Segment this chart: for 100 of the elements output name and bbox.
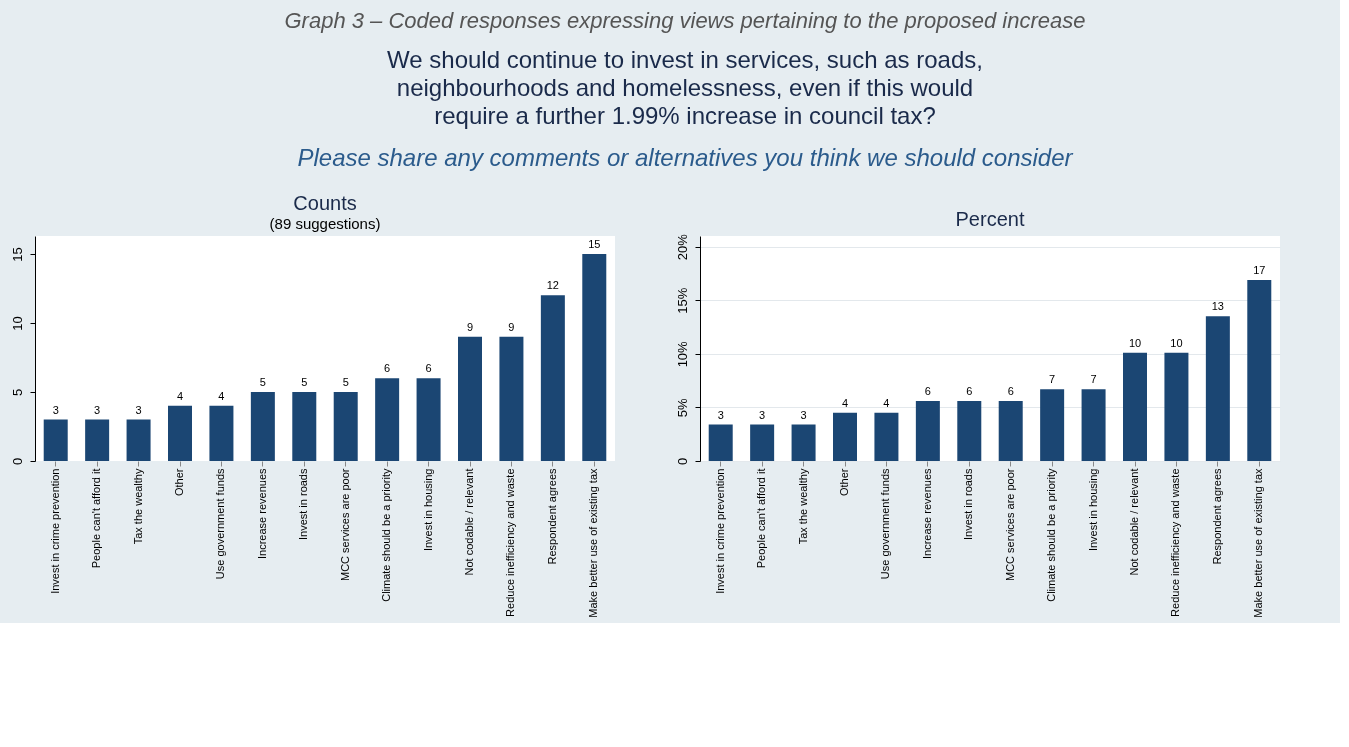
x-tick-label: Reduce inefficiency and waste (1169, 468, 1182, 617)
bar (43, 419, 68, 461)
x-tick-label: Make better use of existing tax (587, 468, 600, 618)
x-tick-label: MCC services are poor (338, 468, 351, 581)
bar (1081, 389, 1106, 461)
data-label: 3 (759, 408, 766, 421)
x-tick-label: Climate should be a priority (380, 468, 393, 602)
x-tick-label: Not codable / relevant (463, 468, 475, 576)
x-tick-label: Increase revenues (255, 468, 268, 559)
x-tick-label: Use government funds (879, 468, 892, 580)
bar (458, 336, 482, 461)
bar (250, 391, 275, 461)
bar (540, 295, 565, 461)
text: Please share any comments or alternatives you think we should consider (297, 144, 1074, 171)
bar (292, 391, 317, 461)
bar (375, 378, 400, 461)
data-label: 5 (301, 375, 308, 388)
chart-subtitle: (89 suggestions) (269, 215, 381, 232)
x-tick-label: Not codable / relevant (1128, 468, 1140, 576)
x-tick-label: Invest in housing (421, 468, 434, 552)
y-tick-label: 15% (674, 287, 690, 314)
caption: Graph 3 – Coded responses expressing views pertaining to the proposed increase (284, 8, 1086, 33)
text: require a further 1.99% increase in council tax? (434, 102, 936, 129)
x-tick-label: Other (838, 468, 850, 497)
text: We should continue to invest in services, such as roads, (387, 46, 983, 73)
data-label: 4 (176, 389, 184, 402)
bar (582, 253, 607, 461)
data-label: 7 (1049, 373, 1056, 386)
data-label: 5 (259, 375, 266, 388)
y-tick-label: 0 (674, 457, 690, 466)
data-label: 7 (1090, 373, 1097, 386)
data-label: 10 (1170, 336, 1183, 349)
x-tick-label: Respondent agrees (545, 468, 558, 565)
bar (791, 424, 816, 461)
data-label: 3 (52, 403, 59, 416)
data-label: 12 (546, 279, 559, 292)
x-tick-label: Use government funds (214, 468, 227, 580)
data-label: 3 (135, 403, 142, 416)
x-tick-label: People can't afford it (90, 468, 103, 569)
bar (708, 424, 733, 461)
data-label: 5 (342, 375, 349, 388)
bar (85, 419, 110, 461)
chart-title: Counts (293, 192, 357, 214)
y-tick-label: 10% (674, 340, 690, 368)
data-label: 4 (841, 396, 849, 409)
y-tick-label: 15 (9, 247, 25, 262)
data-label: 9 (508, 320, 515, 333)
bar (1123, 352, 1147, 461)
data-label: 3 (800, 408, 807, 421)
bar (126, 419, 151, 461)
data-label: 4 (883, 396, 890, 409)
bar (499, 336, 524, 461)
y-tick-label: 0 (9, 457, 25, 466)
bar (874, 412, 899, 461)
y-tick-label: 5% (674, 398, 690, 418)
x-tick-label: People can't afford it (755, 468, 768, 569)
data-label: 6 (924, 385, 931, 397)
data-label: 4 (218, 389, 225, 402)
text: neighbourhoods and homelessness, even if this would (396, 74, 974, 101)
data-label: 13 (1211, 300, 1224, 313)
bar (1247, 279, 1272, 461)
y-tick-label: 10 (9, 316, 25, 331)
x-tick-label: Invest in crime prevention (713, 468, 726, 594)
x-tick-label: Invest in roads (297, 468, 310, 541)
bar (750, 424, 775, 461)
x-tick-label: Invest in crime prevention (48, 468, 61, 594)
x-tick-label: Climate should be a priority (1045, 468, 1058, 602)
x-tick-label: Make better use of existing tax (1252, 468, 1265, 618)
x-tick-label: Tax the wealthy (131, 468, 144, 545)
data-label: 3 (717, 408, 724, 421)
bar (416, 378, 441, 461)
data-label: 6 (425, 362, 432, 375)
x-tick-label: Reduce inefficiency and waste (504, 468, 517, 617)
chart-title: Percent (955, 207, 1025, 230)
bar (957, 401, 982, 461)
bar (168, 405, 192, 461)
data-label: 6 (1007, 385, 1014, 397)
x-tick-label: Tax the wealthy (796, 468, 809, 545)
data-label: 3 (94, 403, 101, 416)
bar (915, 401, 940, 461)
data-label: 9 (466, 320, 474, 333)
bar (1164, 352, 1189, 461)
data-label: 17 (1253, 263, 1266, 276)
x-tick-label: Other (173, 468, 185, 497)
x-tick-label: Invest in housing (1086, 468, 1099, 552)
x-tick-label: Increase revenues (920, 468, 933, 559)
bar (998, 401, 1023, 461)
y-tick-label: 20% (674, 233, 690, 261)
x-tick-label: Invest in roads (962, 468, 975, 541)
bar (1040, 389, 1065, 461)
x-tick-label: Respondent agrees (1210, 468, 1223, 565)
bar (833, 412, 857, 461)
data-label: 6 (966, 385, 973, 397)
bar (209, 405, 234, 461)
data-label: 10 (1128, 336, 1142, 349)
x-tick-label: MCC services are poor (1003, 468, 1016, 581)
bar (1205, 316, 1230, 461)
data-label: 15 (588, 237, 601, 250)
bar (333, 391, 358, 461)
data-label: 6 (384, 362, 391, 375)
